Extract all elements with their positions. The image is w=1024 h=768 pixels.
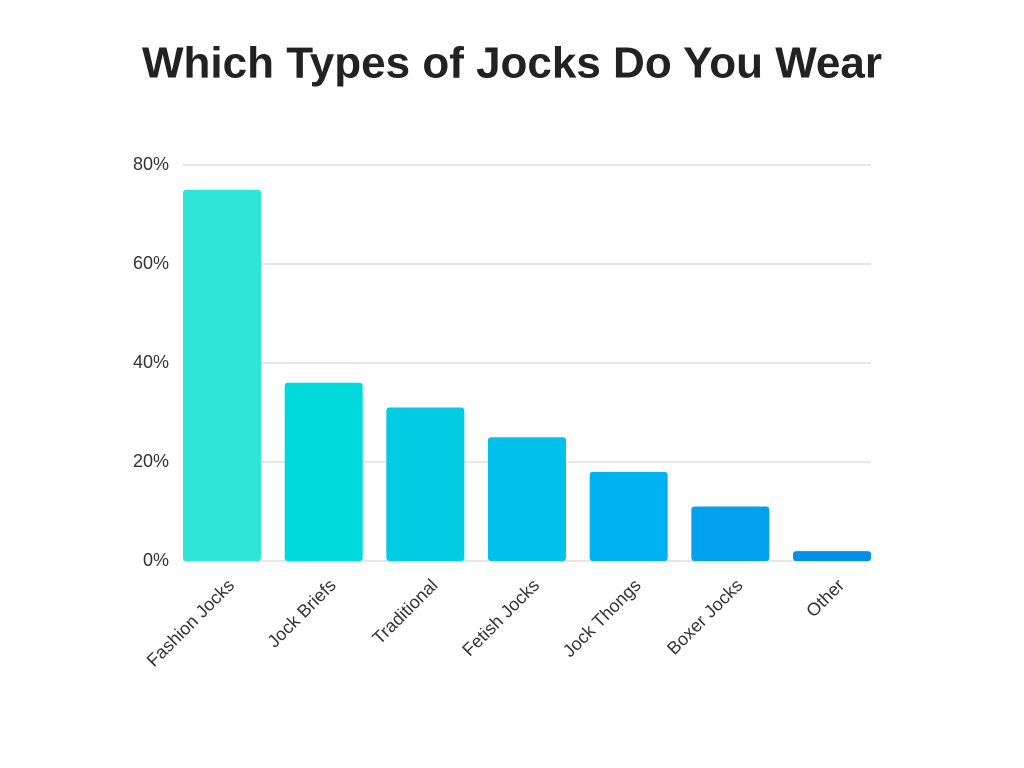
x-tick-label: Other bbox=[802, 575, 848, 621]
bar bbox=[386, 407, 465, 561]
bar bbox=[691, 506, 770, 561]
y-tick-label: 60% bbox=[133, 253, 169, 273]
bar bbox=[488, 437, 566, 561]
x-tick-label: Jock Thongs bbox=[559, 575, 645, 661]
bar bbox=[183, 189, 261, 561]
x-tick-label: Traditional bbox=[368, 575, 441, 648]
x-tick-label: Jock Briefs bbox=[263, 575, 339, 651]
bar bbox=[589, 471, 668, 561]
y-tick-label: 20% bbox=[133, 451, 169, 471]
y-tick-label: 80% bbox=[133, 154, 169, 174]
y-tick-label: 40% bbox=[133, 352, 169, 372]
x-tick-label: Fashion Jocks bbox=[143, 575, 239, 671]
bar bbox=[793, 551, 871, 561]
x-tick-label: Fetish Jocks bbox=[458, 575, 543, 660]
chart-title: Which Types of Jocks Do You Wear bbox=[142, 39, 882, 88]
bar bbox=[284, 382, 363, 561]
x-tick-label: Boxer Jocks bbox=[663, 575, 746, 658]
y-tick-label: 0% bbox=[143, 550, 169, 570]
